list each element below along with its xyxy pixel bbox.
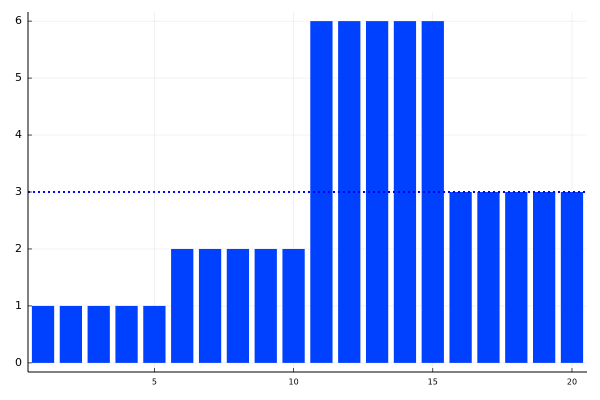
bar: [421, 21, 444, 363]
x-tick-label: 5: [152, 378, 157, 387]
bar: [254, 248, 277, 363]
y-tick-label: 5: [15, 71, 22, 84]
bar: [477, 192, 500, 363]
bar: [449, 192, 472, 363]
bar: [532, 192, 556, 363]
y-tick-label: 3: [15, 185, 22, 198]
y-tick-label: 1: [15, 299, 22, 312]
bar: [115, 305, 138, 363]
y-tick-label: 6: [15, 14, 22, 27]
bar: [560, 192, 584, 363]
bar: [171, 248, 194, 363]
y-tick-label: 2: [15, 242, 22, 255]
x-tick-label: 20: [567, 378, 577, 387]
bar: [505, 192, 528, 363]
bar: [31, 305, 55, 363]
bar: [87, 305, 110, 363]
bar: [282, 248, 305, 363]
y-tick-label: 4: [15, 128, 22, 141]
y-tick-label: 0: [15, 356, 22, 369]
x-tick-label: 15: [428, 378, 438, 387]
bar: [143, 305, 166, 363]
bar: [226, 248, 250, 363]
bar: [310, 21, 333, 363]
bar: [59, 305, 83, 363]
bar: [198, 248, 222, 363]
bar: [365, 21, 389, 363]
x-tick-label: 10: [288, 378, 298, 387]
